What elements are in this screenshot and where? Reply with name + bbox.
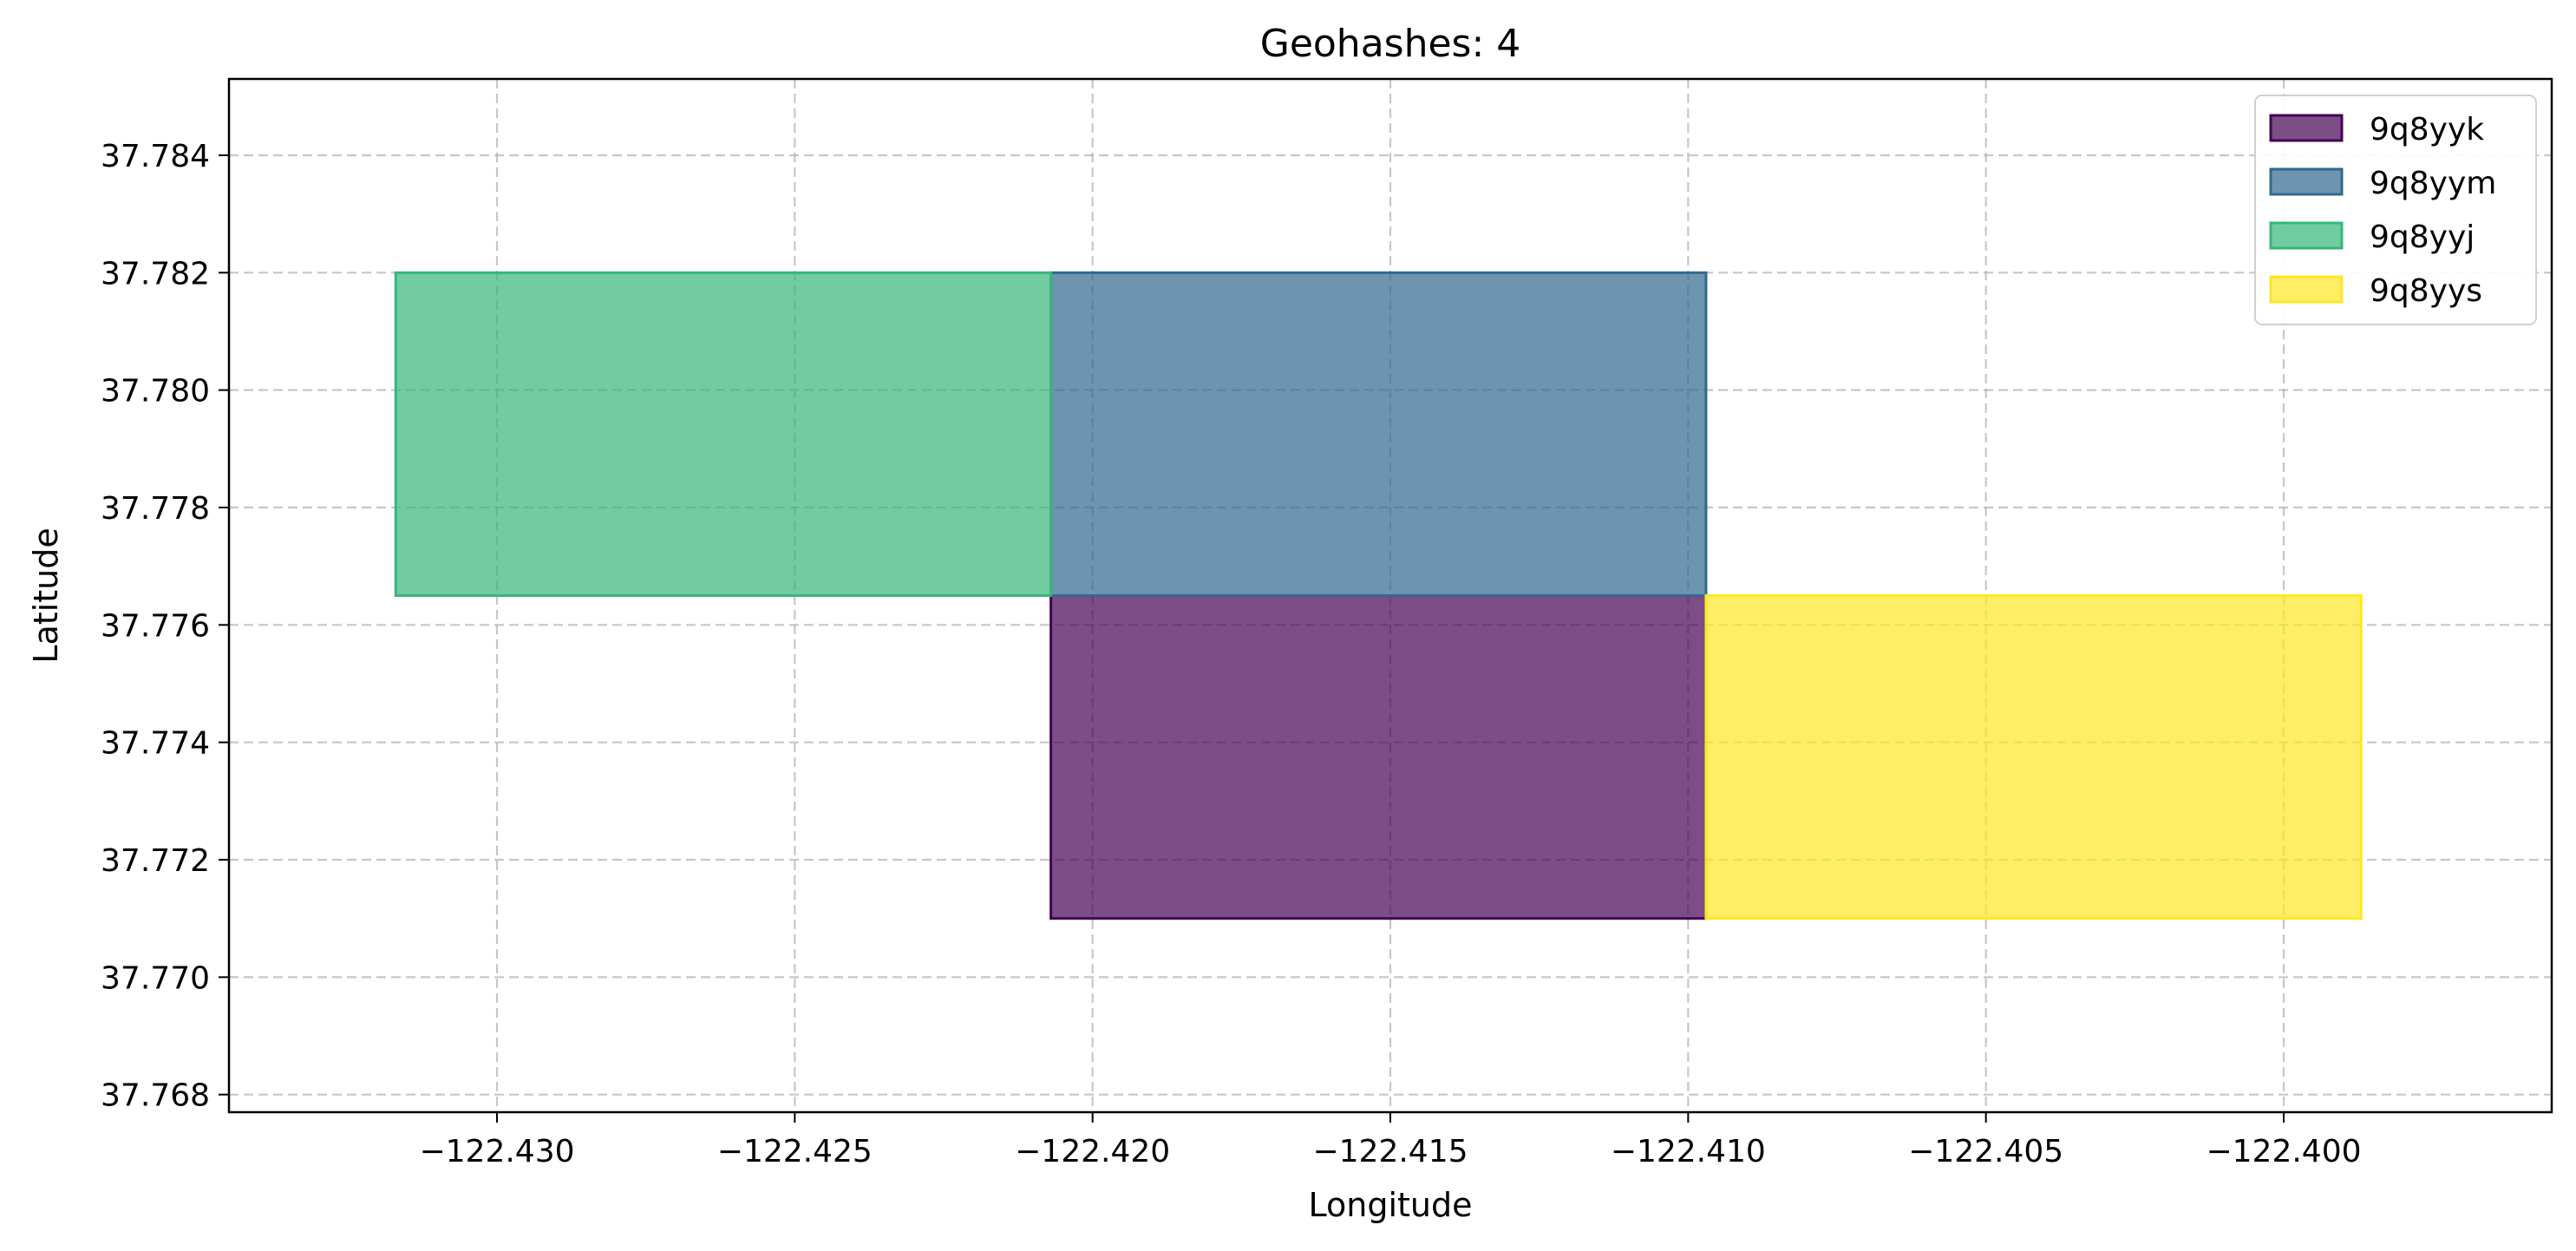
y-tick-label: 37.768 bbox=[101, 1078, 210, 1114]
x-axis: −122.430 −122.425 −122.420 −122.415 −122.410… bbox=[419, 1112, 2362, 1169]
x-tick-label: −122.410 bbox=[1611, 1134, 1766, 1169]
x-tick-label: −122.400 bbox=[2206, 1134, 2361, 1169]
legend-label: 9q8yyj bbox=[2370, 219, 2475, 255]
y-tick-label: 37.780 bbox=[101, 374, 210, 409]
geohash-cell-9q8yyj bbox=[394, 271, 1053, 597]
x-tick-label: −122.425 bbox=[717, 1134, 873, 1169]
x-axis-label: Longitude bbox=[1309, 1186, 1473, 1224]
y-tick-label: 37.782 bbox=[101, 256, 210, 291]
y-axis: 37.768 37.770 37.772 37.774 37.776 37.778 37.7… bbox=[101, 139, 229, 1114]
chart-title: Geohashes: 4 bbox=[1260, 22, 1521, 66]
geohash-cell-9q8yyk bbox=[1049, 594, 1708, 920]
legend-label: 9q8yyk bbox=[2370, 112, 2484, 147]
x-tick-label: −122.405 bbox=[1908, 1134, 2063, 1169]
geohash-cells bbox=[394, 271, 2363, 920]
geohash-cell-9q8yys bbox=[1704, 594, 2363, 920]
y-tick-label: 37.776 bbox=[101, 608, 210, 644]
x-tick-label: −122.430 bbox=[419, 1134, 574, 1169]
x-tick-label: −122.420 bbox=[1015, 1134, 1170, 1169]
y-tick-label: 37.774 bbox=[101, 726, 210, 762]
geohash-cell-9q8yym bbox=[1049, 271, 1708, 597]
legend-label: 9q8yym bbox=[2370, 166, 2496, 201]
legend-swatch bbox=[2269, 167, 2344, 196]
y-tick-label: 37.784 bbox=[101, 139, 210, 174]
legend-swatch bbox=[2269, 275, 2344, 304]
y-axis-label: Latitude bbox=[27, 527, 65, 663]
legend: 9q8yyk 9q8yym 9q8yyj 9q8yys bbox=[2254, 95, 2537, 325]
y-tick-label: 37.772 bbox=[101, 843, 210, 879]
legend-swatch bbox=[2269, 221, 2344, 250]
legend-box bbox=[2254, 95, 2537, 325]
y-tick-label: 37.770 bbox=[101, 960, 210, 996]
legend-label: 9q8yys bbox=[2370, 273, 2482, 309]
x-tick-label: −122.415 bbox=[1312, 1134, 1468, 1169]
legend-swatch bbox=[2269, 114, 2344, 142]
y-tick-label: 37.778 bbox=[101, 491, 210, 527]
